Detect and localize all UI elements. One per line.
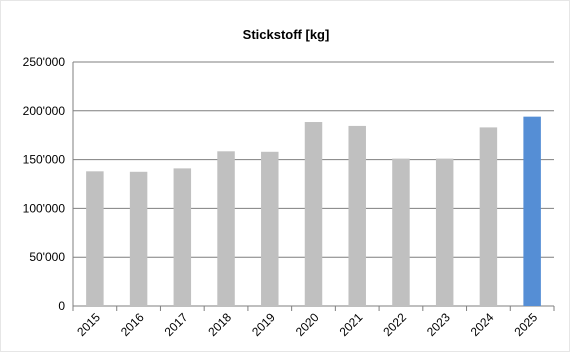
bar — [261, 151, 279, 306]
y-tick-label: 0 — [58, 299, 65, 313]
chart-title: Stickstoff [kg] — [242, 27, 330, 42]
x-tick-label: 2025 — [511, 310, 540, 339]
x-tick-label: 2019 — [249, 310, 278, 339]
x-tick-label: 2015 — [74, 310, 103, 339]
x-tick-label: 2018 — [205, 310, 234, 339]
x-tick-label: 2021 — [337, 310, 366, 339]
x-tick-label: 2016 — [118, 310, 147, 339]
x-tick-label: 2017 — [162, 310, 191, 339]
y-tick-label: 150'000 — [23, 153, 66, 167]
bar — [435, 158, 454, 306]
bar — [348, 125, 366, 306]
y-tick-label: 100'000 — [23, 201, 66, 215]
bar — [173, 168, 192, 306]
bar — [523, 116, 541, 306]
bar — [129, 171, 148, 306]
x-tick-label: 2023 — [424, 310, 453, 339]
y-tick-label: 200'000 — [23, 104, 66, 118]
y-tick-label: 50'000 — [29, 250, 65, 264]
bar — [86, 171, 104, 306]
bar — [479, 127, 498, 306]
x-tick-label: 2020 — [293, 310, 322, 339]
x-tick-label: 2024 — [468, 310, 497, 339]
bar — [392, 158, 410, 306]
y-tick-label: 250'000 — [23, 55, 66, 69]
x-tick-label: 2022 — [380, 310, 409, 339]
bar — [217, 151, 235, 306]
bar — [304, 122, 323, 306]
